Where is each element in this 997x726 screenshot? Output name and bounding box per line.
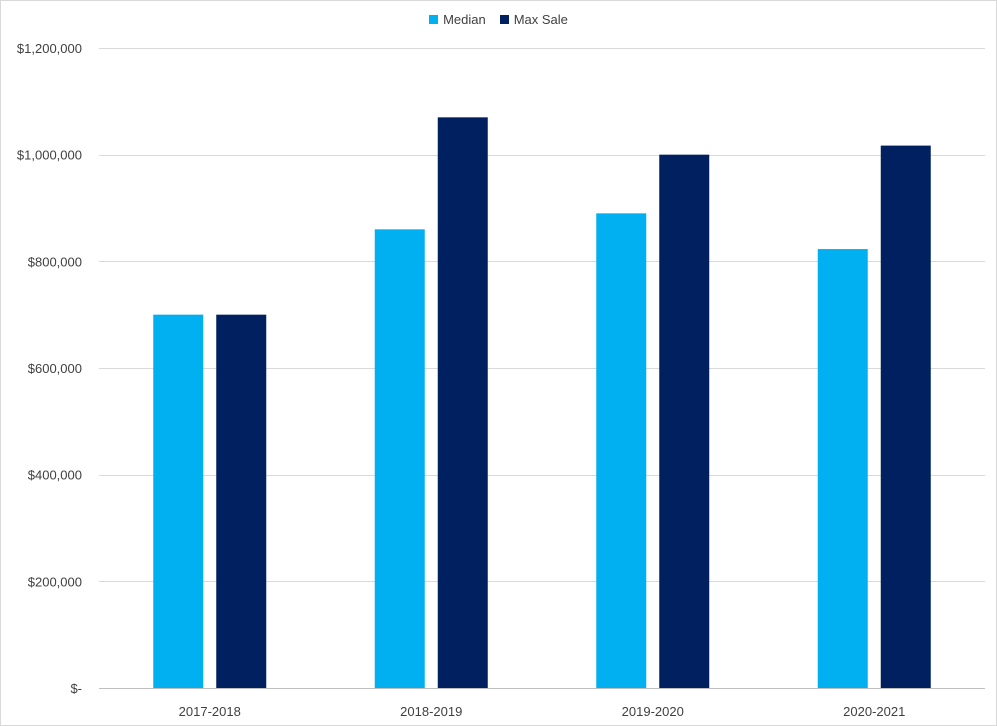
legend: Median Max Sale (1, 12, 996, 27)
y-tick-label: $400,000 (28, 468, 82, 483)
y-tick-label: $- (70, 681, 82, 696)
y-tick-label: $800,000 (28, 254, 82, 269)
bar-median-2019-2020 (596, 213, 647, 689)
bar-max-sale-2019-2020 (659, 154, 710, 688)
bar-max-sale-2020-2021 (880, 145, 931, 689)
x-tick-label: 2019-2020 (622, 704, 684, 719)
y-tick-label: $1,200,000 (17, 41, 82, 56)
bar-max-sale-2018-2019 (437, 117, 488, 689)
legend-item-max-sale: Max Sale (499, 12, 568, 27)
x-tick-label: 2017-2018 (179, 704, 241, 719)
y-tick-label: $200,000 (28, 574, 82, 589)
legend-swatch-median (429, 15, 439, 24)
bar-max-sale-2017-2018 (216, 314, 267, 688)
x-tick-label: 2020-2021 (843, 704, 905, 719)
y-tick-label: $1,000,000 (17, 148, 82, 163)
legend-label-median: Median (443, 12, 486, 27)
bar-median-2017-2018 (153, 314, 204, 688)
legend-label-max-sale: Max Sale (513, 12, 568, 27)
bar-median-2020-2021 (817, 249, 868, 689)
x-tick-label: 2018-2019 (400, 704, 462, 719)
bar-median-2018-2019 (374, 229, 425, 689)
legend-swatch-max-sale (499, 15, 509, 24)
y-tick-label: $600,000 (28, 361, 82, 376)
legend-item-median: Median (429, 12, 486, 27)
